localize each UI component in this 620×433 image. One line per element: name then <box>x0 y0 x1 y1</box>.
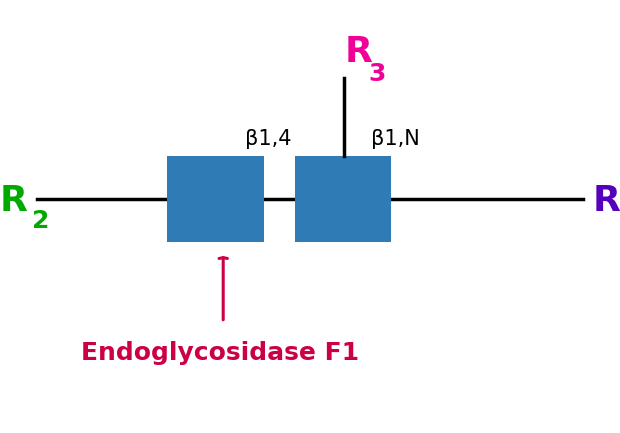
Text: β1,4: β1,4 <box>244 129 291 149</box>
Text: $\mathbf{1}$: $\mathbf{1}$ <box>618 209 620 233</box>
Bar <box>294 156 391 242</box>
Text: $\mathbf{2}$: $\mathbf{2}$ <box>31 209 48 233</box>
Bar <box>167 156 264 242</box>
Text: $\mathbf{R}$: $\mathbf{R}$ <box>0 184 28 218</box>
Text: $\mathbf{R}$: $\mathbf{R}$ <box>344 35 373 69</box>
Text: $\mathbf{3}$: $\mathbf{3}$ <box>368 61 385 86</box>
Text: Endoglycosidase F1: Endoglycosidase F1 <box>81 341 359 365</box>
Text: $\mathbf{R}$: $\mathbf{R}$ <box>592 184 620 218</box>
Text: β1,N: β1,N <box>371 129 420 149</box>
